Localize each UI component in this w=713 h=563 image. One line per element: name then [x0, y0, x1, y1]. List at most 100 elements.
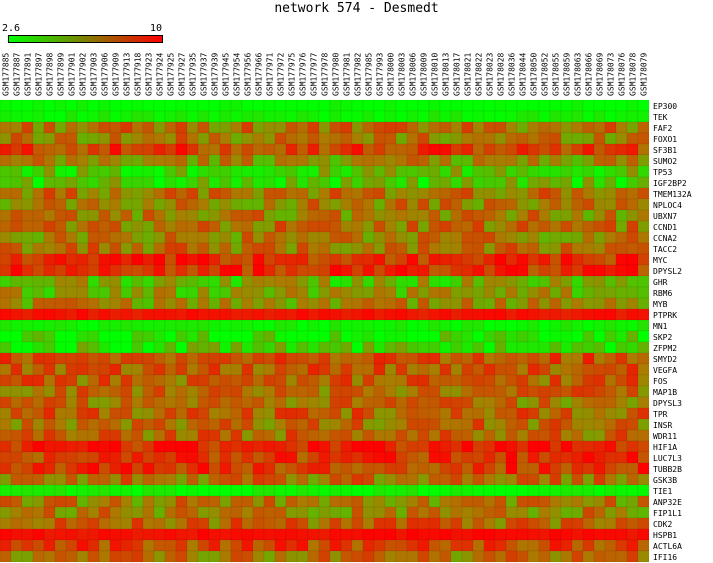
heatmap-cell: [10, 506, 23, 519]
heatmap-cell: [120, 121, 133, 134]
heatmap-cell: [274, 495, 287, 508]
heatmap-cell: [329, 99, 342, 112]
heatmap-cell: [109, 352, 122, 365]
heatmap-cell: [505, 539, 518, 552]
heatmap-cell: [450, 363, 463, 376]
heatmap-cell: [604, 451, 617, 464]
heatmap-cell: [120, 187, 133, 200]
heatmap-cell: [593, 264, 606, 277]
heatmap-cell: [208, 418, 221, 431]
heatmap-cell: [10, 418, 23, 431]
heatmap-cell: [21, 176, 34, 189]
heatmap-cell: [274, 308, 287, 321]
heatmap-cell: [21, 440, 34, 453]
heatmap-cell: [164, 286, 177, 299]
heatmap-cell: [252, 363, 265, 376]
heatmap-cell: [252, 484, 265, 497]
heatmap-cell: [120, 440, 133, 453]
heatmap-cell: [538, 473, 551, 486]
heatmap-cell: [318, 462, 331, 475]
heatmap-cell: [32, 407, 45, 420]
heatmap-cell: [43, 286, 56, 299]
heatmap-cell: [637, 330, 650, 343]
heatmap-cell: [461, 220, 474, 233]
heatmap-cell: [351, 165, 364, 178]
heatmap-cell: [76, 264, 89, 277]
heatmap-cell: [76, 121, 89, 134]
heatmap-cell: [175, 462, 188, 475]
heatmap-cell: [43, 198, 56, 211]
heatmap-cell: [241, 121, 254, 134]
heatmap-cell: [428, 187, 441, 200]
heatmap-cell: [472, 462, 485, 475]
heatmap-cell: [98, 407, 111, 420]
heatmap-cell: [351, 121, 364, 134]
heatmap-cell: [604, 396, 617, 409]
row-label: TUBB2B: [653, 465, 682, 474]
heatmap-cell: [604, 385, 617, 398]
heatmap-cell: [296, 319, 309, 332]
heatmap-cell: [472, 275, 485, 288]
heatmap-cell: [538, 462, 551, 475]
heatmap-cell: [439, 242, 452, 255]
heatmap-cell: [505, 264, 518, 277]
heatmap-cell: [54, 319, 67, 332]
heatmap-cell: [54, 308, 67, 321]
row-label: DPYSL2: [653, 267, 682, 276]
heatmap-cell: [373, 407, 386, 420]
heatmap-cell: [98, 132, 111, 145]
heatmap-cell: [87, 517, 100, 530]
heatmap-cell: [395, 165, 408, 178]
heatmap-cell: [615, 99, 628, 112]
heatmap-cell: [516, 275, 529, 288]
heatmap-cell: [98, 341, 111, 354]
heatmap-cell: [219, 473, 232, 486]
heatmap-cell: [494, 143, 507, 156]
heatmap-cell: [395, 407, 408, 420]
heatmap-cell: [637, 187, 650, 200]
heatmap-cell: [186, 308, 199, 321]
heatmap-cell: [329, 132, 342, 145]
heatmap-cell: [428, 176, 441, 189]
heatmap-cell: [32, 330, 45, 343]
heatmap-cell: [32, 396, 45, 409]
heatmap-cell: [98, 550, 111, 563]
heatmap-cell: [450, 132, 463, 145]
heatmap-cell: [219, 363, 232, 376]
heatmap-cell: [318, 220, 331, 233]
heatmap-cell: [109, 198, 122, 211]
heatmap-cell: [571, 462, 584, 475]
heatmap-cell: [142, 319, 155, 332]
heatmap-cell: [615, 297, 628, 310]
heatmap-cell: [615, 495, 628, 508]
heatmap-cell: [274, 319, 287, 332]
heatmap-cell: [351, 209, 364, 222]
row-label: SUMO2: [653, 157, 677, 166]
heatmap-cell: [549, 253, 562, 266]
heatmap-cell: [373, 528, 386, 541]
heatmap-cell: [516, 308, 529, 321]
heatmap-cell: [175, 495, 188, 508]
heatmap-cell: [0, 154, 12, 167]
heatmap-cell: [626, 198, 639, 211]
heatmap-cell: [21, 517, 34, 530]
heatmap-cell: [571, 506, 584, 519]
heatmap-cell: [186, 132, 199, 145]
heatmap-cell: [274, 154, 287, 167]
heatmap-cell: [439, 275, 452, 288]
heatmap-cell: [164, 440, 177, 453]
heatmap-cell: [362, 176, 375, 189]
row-label: RBM6: [653, 289, 672, 298]
heatmap-cell: [109, 440, 122, 453]
heatmap-cell: [21, 407, 34, 420]
heatmap-cell: [142, 99, 155, 112]
heatmap-cell: [571, 473, 584, 486]
heatmap-cell: [109, 132, 122, 145]
heatmap-cell: [461, 473, 474, 486]
heatmap-cell: [329, 231, 342, 244]
heatmap-cell: [263, 539, 276, 552]
heatmap-cell: [538, 418, 551, 431]
column-label: GSM177897: [35, 52, 44, 96]
heatmap-cell: [637, 363, 650, 376]
heatmap-cell: [241, 440, 254, 453]
